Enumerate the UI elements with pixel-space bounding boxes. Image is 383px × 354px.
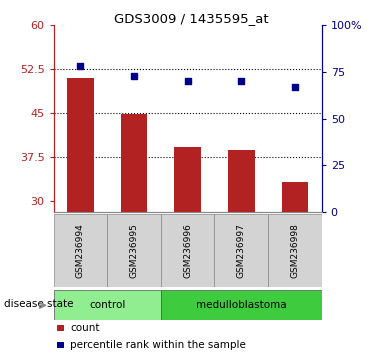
Point [292,84,298,90]
Point [185,78,191,84]
Bar [268,214,322,287]
Bar [57,342,64,348]
Bar [161,214,214,287]
Text: GSM236995: GSM236995 [129,223,139,278]
Text: control: control [89,300,125,310]
Bar [54,290,161,320]
Bar [57,325,64,331]
Point [77,63,83,69]
Bar [282,182,308,212]
Text: GSM236994: GSM236994 [76,223,85,278]
Bar [174,147,201,212]
Bar [214,214,268,287]
Text: GSM236996: GSM236996 [183,223,192,278]
Bar [107,214,161,287]
Text: disease state: disease state [4,298,73,309]
Text: GDS3009 / 1435595_at: GDS3009 / 1435595_at [114,12,269,25]
Text: GSM236998: GSM236998 [290,223,300,278]
Bar [67,78,94,212]
Text: GSM236997: GSM236997 [237,223,246,278]
Bar [121,114,147,212]
Bar [228,150,255,212]
Text: count: count [70,323,100,333]
Bar [161,290,322,320]
Point [131,74,137,79]
Text: medulloblastoma: medulloblastoma [196,300,286,310]
Text: percentile rank within the sample: percentile rank within the sample [70,340,246,350]
Bar [54,214,107,287]
Point [238,78,244,84]
